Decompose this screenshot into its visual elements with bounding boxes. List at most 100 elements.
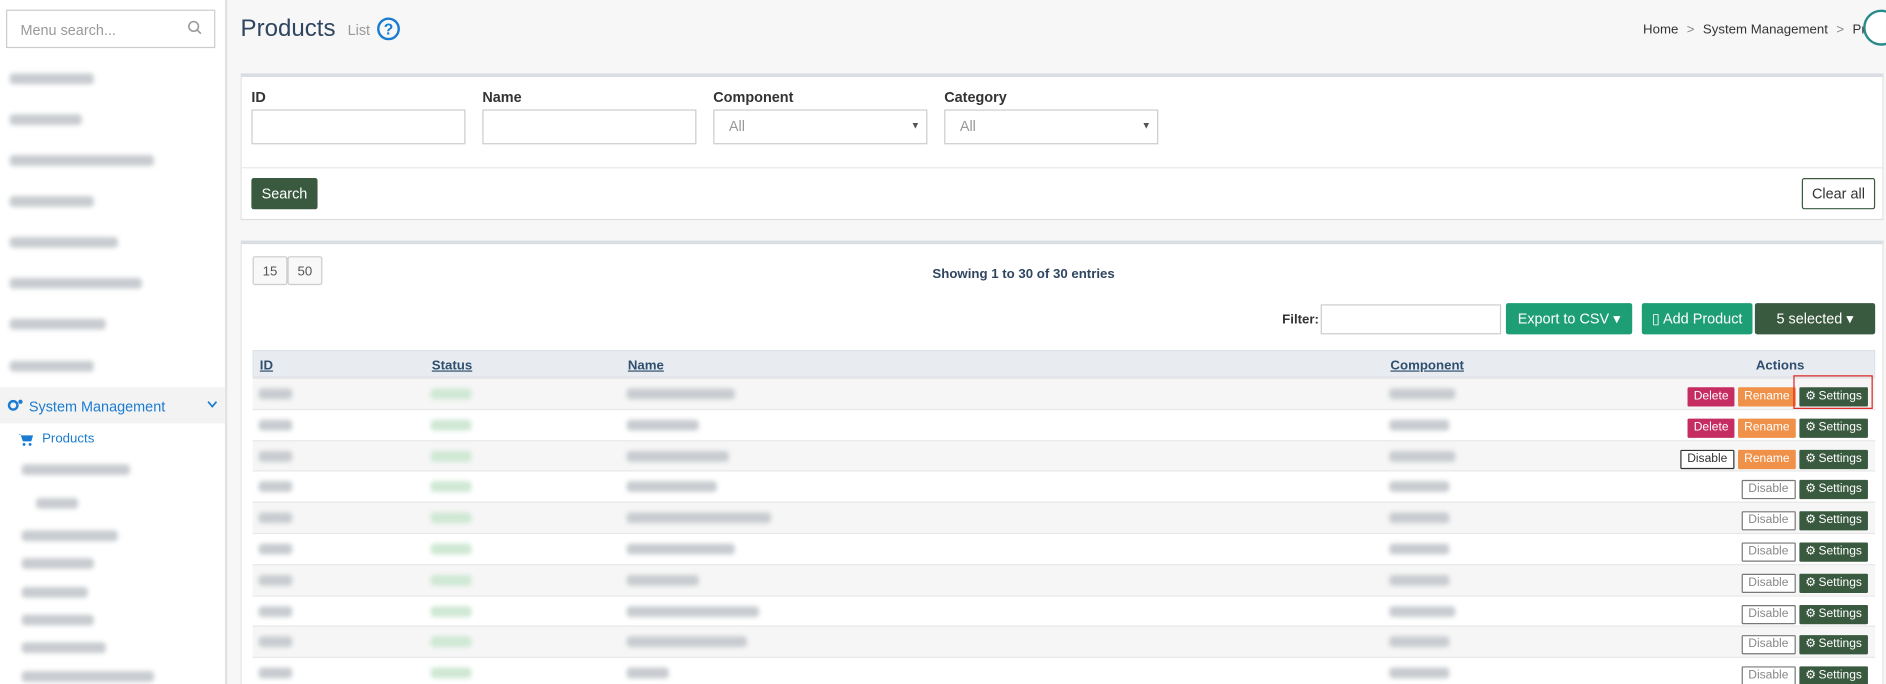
help-icon[interactable]: ? (376, 17, 400, 41)
action-button[interactable]: Disable (1741, 511, 1796, 531)
blurred-cell (626, 512, 771, 524)
page-size-button[interactable]: 15 (252, 256, 288, 286)
separator: > (1686, 22, 1695, 38)
label: Settings (1818, 451, 1862, 465)
gear-icon (7, 399, 23, 411)
blurred-cell (430, 667, 472, 679)
action-button[interactable]: Delete (1687, 387, 1735, 407)
table-row: Disable Rename ⚙ Settings (252, 439, 1876, 473)
blurred-cell (258, 481, 293, 493)
selected-button[interactable]: 5 selected ▾ (1754, 303, 1876, 335)
add-button[interactable]: ▯ Add Product (1641, 303, 1753, 335)
search-button[interactable]: Search (251, 178, 318, 210)
blurred-menu-item (9, 155, 154, 166)
blurred-cell (1389, 667, 1450, 679)
label: Settings (1818, 420, 1862, 434)
gear-icon: ⚙ (1805, 482, 1817, 497)
action-button[interactable]: Rename (1738, 418, 1796, 438)
column-header[interactable]: Name (627, 358, 664, 373)
menu-section[interactable]: System Management (28, 398, 166, 415)
page-subtitle: List (347, 21, 371, 39)
label: Rename (1744, 389, 1790, 403)
action-button[interactable]: ⚙ Settings (1799, 480, 1868, 500)
actions: Delete Rename ⚙ Settings (1684, 384, 1868, 407)
blurred-cell (1389, 481, 1450, 493)
action-button[interactable]: ⚙ Settings (1799, 449, 1868, 469)
action-button[interactable]: ⚙ Settings (1799, 604, 1868, 624)
gear-icon: ⚙ (1805, 389, 1817, 403)
action-button[interactable]: ⚙ Settings (1799, 387, 1868, 407)
action-button[interactable]: Disable (1679, 449, 1735, 469)
page-size-button[interactable]: 50 (287, 256, 323, 286)
table-row: Disable ⚙ Settings (252, 594, 1876, 628)
filter-label: Component (713, 89, 794, 106)
cart-icon (18, 434, 34, 446)
filter-input[interactable] (251, 109, 466, 145)
action-button[interactable]: Disable (1741, 666, 1796, 684)
filter-input[interactable] (1320, 304, 1502, 335)
menu-item[interactable]: Products (42, 431, 95, 447)
blurred-cell (430, 419, 472, 431)
action-button[interactable]: ⚙ Settings (1799, 635, 1868, 655)
blurred-menu-item (21, 614, 94, 626)
action-button[interactable]: Delete (1687, 418, 1735, 438)
action-button[interactable]: Rename (1738, 449, 1796, 469)
action-button[interactable]: Disable (1741, 604, 1796, 624)
blurred-cell (1389, 636, 1450, 648)
column-header[interactable]: Status (431, 358, 473, 373)
label: 5 selected (1776, 310, 1843, 328)
blurred-menu-item (9, 73, 94, 85)
action-button[interactable]: ⚙ Settings (1799, 511, 1868, 531)
column-header[interactable]: Component (1390, 358, 1464, 373)
blurred-cell (626, 450, 729, 462)
label: Delete (1693, 389, 1729, 403)
action-button[interactable]: ⚙ Settings (1799, 573, 1868, 593)
gear-icon: ⚙ (1805, 451, 1817, 465)
action-button[interactable]: ⚙ Settings (1799, 418, 1868, 438)
label: Settings (1818, 575, 1862, 590)
chevron (207, 401, 218, 408)
column-header[interactable]: ID (259, 358, 274, 373)
blurred-menu-item (9, 318, 106, 330)
filter-input[interactable]: All ▼ (944, 109, 1159, 145)
blurred-cell (430, 450, 472, 462)
actions: Disable ⚙ Settings (1737, 477, 1868, 500)
filter-input[interactable] (482, 109, 697, 145)
action-button[interactable]: ⚙ Settings (1799, 666, 1868, 684)
blurred-menu-item (21, 530, 118, 542)
blurred-cell (626, 667, 669, 679)
filter-input[interactable]: All ▼ (713, 109, 928, 145)
actions: Disable Rename ⚙ Settings (1676, 446, 1868, 469)
breadcrumb: Home>System Management>Produ (1643, 23, 1886, 37)
actions: Disable ⚙ Settings (1737, 508, 1868, 531)
blurred-cell (1389, 574, 1450, 586)
actions: Disable ⚙ Settings (1737, 632, 1868, 655)
actions: Disable ⚙ Settings (1737, 570, 1868, 593)
action-button[interactable]: Disable (1741, 573, 1796, 593)
menu-search[interactable]: Menu search... (6, 9, 216, 49)
clear-button[interactable]: Clear all (1801, 178, 1876, 210)
table-row: Disable ⚙ Settings (252, 625, 1876, 659)
export-button[interactable]: Export to CSV ▾ (1505, 303, 1633, 335)
action-button[interactable]: Disable (1741, 635, 1796, 655)
action-button[interactable]: Disable (1741, 542, 1796, 562)
breadcrumb-item[interactable]: System Management (1702, 22, 1828, 38)
blurred-cell (430, 388, 472, 400)
breadcrumb-item[interactable]: Home (1643, 22, 1679, 38)
table-info: Showing 1 to 30 of 30 entries (932, 267, 1115, 282)
blurred-cell (258, 512, 293, 524)
action-button[interactable]: Rename (1738, 387, 1796, 407)
blurred-menu-item (9, 277, 142, 289)
gear-icon: ⚙ (1805, 513, 1817, 528)
action-button[interactable]: ⚙ Settings (1799, 542, 1868, 562)
collapse-toggle[interactable] (1863, 9, 1886, 46)
table-row: Disable ⚙ Settings (252, 532, 1876, 566)
table-header: ID Status Name Component Actions (252, 350, 1876, 378)
blurred-cell (626, 419, 699, 431)
label: Disable (1748, 482, 1789, 497)
action-button[interactable]: Disable (1741, 480, 1796, 500)
gear-icon: ⚙ (1805, 637, 1817, 652)
label: Settings (1818, 482, 1862, 497)
dropdown-arrow: ▼ (1141, 120, 1152, 132)
